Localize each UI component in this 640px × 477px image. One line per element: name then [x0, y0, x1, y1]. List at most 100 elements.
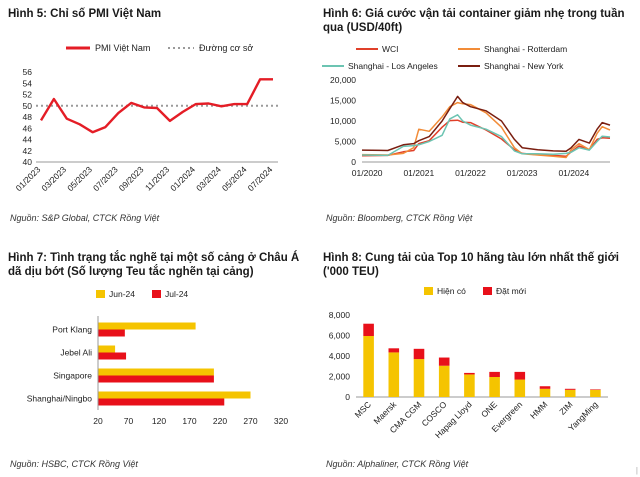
legend-label-0: Jun-24	[109, 289, 135, 299]
category-label: Port Klang	[52, 325, 92, 335]
bar-jul24	[98, 375, 214, 383]
x-tick-label: 05/2023	[65, 164, 94, 193]
x-tick-label: 05/2024	[220, 164, 249, 193]
x-tick-label: 20	[93, 416, 103, 426]
bar-dat-moi	[514, 371, 526, 380]
x-tick-label: 01/2023	[14, 164, 43, 193]
chart2-title: Hình 6: Giá cước vận tải container giảm …	[323, 8, 625, 34]
y-tick-label: 6,000	[329, 331, 351, 341]
series-pmi-line	[39, 78, 273, 134]
bar-hien-co	[514, 379, 526, 397]
x-tick-label: 01/2024	[168, 164, 197, 193]
category-label: Singapore	[53, 371, 92, 381]
bar-hien-co	[363, 336, 374, 397]
x-tick-label: 11/2023	[143, 164, 172, 193]
bar-jun24	[98, 391, 251, 399]
bar-dat-moi	[539, 386, 551, 389]
legend-label-1: Jul-24	[165, 289, 188, 299]
y-tick-label: 2,000	[329, 372, 351, 382]
legend-pmi-label: PMI Việt Nam	[95, 43, 150, 53]
bar-jul24	[98, 398, 225, 406]
legend-swatch-0	[424, 287, 433, 295]
bar-hien-co	[438, 365, 450, 397]
x-tick-label: 320	[274, 416, 288, 426]
y-tick-label: 8,000	[329, 310, 351, 320]
series-line-3	[361, 95, 611, 153]
category-label: Shanghai/Ningbo	[27, 394, 92, 404]
x-tick-label: 01/2021	[403, 168, 434, 178]
y-tick-label: 5,000	[335, 137, 357, 147]
category-label: HMM	[528, 399, 549, 420]
bar-jun24	[98, 322, 196, 330]
x-tick-label: 170	[182, 416, 196, 426]
legend-swatch-1	[483, 287, 492, 295]
y-tick-label: 15,000	[330, 96, 356, 106]
chart3-source: Nguồn: HSBC, CTCK Rồng Việt	[10, 459, 138, 469]
x-tick-label: 01/2022	[455, 168, 486, 178]
category-label: ONE	[479, 399, 499, 419]
bar-jun24	[98, 368, 214, 376]
series-line-2	[361, 114, 611, 157]
legend-baseline-label: Đường cơ sở	[199, 43, 253, 53]
legend-label-0: Hiện có	[437, 286, 466, 296]
x-tick-label: 01/2020	[352, 168, 383, 178]
bar-dat-moi	[564, 388, 576, 390]
chart3-title: Hình 7: Tình trạng tắc nghẽ tại một số c…	[8, 252, 300, 278]
bar-dat-moi	[438, 357, 450, 366]
chart1-title: Hình 5: Chỉ số PMI Việt Nam	[8, 8, 162, 20]
y-tick-label: 0	[345, 392, 350, 402]
y-tick-label: 54	[23, 78, 33, 88]
bar-hien-co	[564, 389, 576, 397]
bar-hien-co	[590, 389, 601, 397]
bar-hien-co	[464, 374, 475, 397]
y-tick-label: 50	[23, 101, 33, 111]
legend-label-1: Đặt mới	[496, 286, 526, 296]
legend-label-3: Shanghai - New York	[484, 61, 564, 71]
category-label: ZIM	[557, 399, 574, 416]
y-tick-label: 0	[351, 157, 356, 167]
bar-hien-co	[388, 352, 400, 397]
y-tick-label: 44	[23, 135, 33, 145]
legend-swatch-0	[96, 290, 105, 298]
bar-jul24	[98, 352, 127, 360]
page-corner-mark: |	[635, 466, 638, 475]
x-tick-label: 01/2024	[558, 168, 589, 178]
legend-label-0: WCI	[382, 44, 399, 54]
x-tick-label: 07/2023	[91, 164, 120, 193]
chart2-source: Nguồn: Bloomberg, CTCK Rồng Việt	[326, 213, 473, 223]
series-line-1	[361, 101, 611, 159]
y-tick-label: 56	[23, 67, 33, 77]
y-tick-label: 42	[23, 146, 33, 156]
y-tick-label: 10,000	[330, 116, 356, 126]
x-tick-label: 03/2023	[39, 164, 68, 193]
bar-jun24	[98, 345, 116, 353]
y-tick-label: 48	[23, 112, 33, 122]
y-tick-label: 40	[23, 157, 33, 167]
x-tick-label: 70	[124, 416, 134, 426]
y-tick-label: 52	[23, 90, 33, 100]
bar-dat-moi	[413, 348, 425, 360]
x-tick-label: 03/2024	[194, 164, 223, 193]
legend-swatch-1	[152, 290, 161, 298]
bar-hien-co	[413, 359, 425, 397]
bar-dat-moi	[363, 323, 374, 337]
bar-hien-co	[489, 377, 500, 397]
x-tick-label: 07/2024	[246, 164, 275, 193]
x-tick-label: 01/2023	[507, 168, 538, 178]
x-tick-label: 220	[213, 416, 227, 426]
y-tick-label: 46	[23, 123, 33, 133]
chart4-source: Nguồn: Alphaliner, CTCK Rồng Việt	[326, 459, 469, 469]
legend-label-1: Shanghai - Rotterdam	[484, 44, 567, 54]
x-tick-label: 09/2023	[117, 164, 146, 193]
category-label: Jebel Ali	[60, 348, 92, 358]
bar-dat-moi	[590, 389, 601, 390]
legend-label-2: Shanghai - Los Angeles	[348, 61, 438, 71]
y-tick-label: 20,000	[330, 75, 356, 85]
bar-dat-moi	[489, 371, 500, 378]
bar-jul24	[98, 329, 125, 337]
chart4-title: Hình 8: Cung tải của Top 10 hãng tàu lớn…	[323, 252, 619, 278]
x-tick-label: 120	[152, 416, 166, 426]
chart1-source: Nguồn: S&P Global, CTCK Rồng Việt	[10, 213, 160, 223]
x-tick-label: 270	[243, 416, 257, 426]
